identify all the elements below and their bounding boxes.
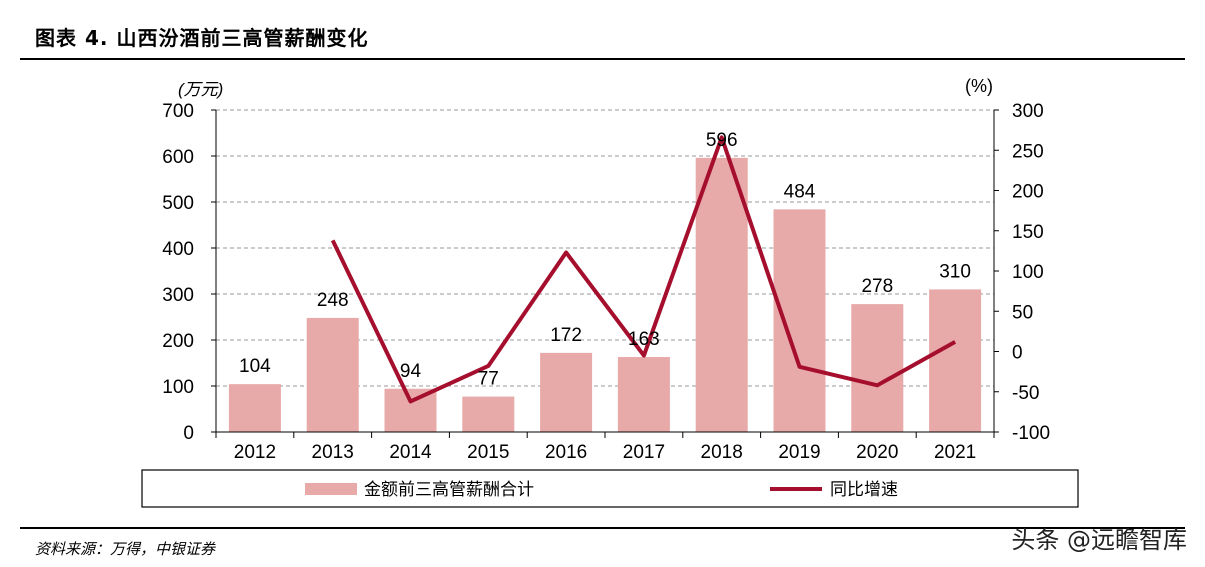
bar bbox=[540, 352, 593, 432]
bar bbox=[929, 289, 982, 432]
y-right-tick-label: 300 bbox=[1012, 101, 1044, 122]
top-divider bbox=[20, 58, 1185, 60]
x-tick-label: 2015 bbox=[467, 442, 509, 463]
bar-value-label: 94 bbox=[400, 361, 422, 382]
bar-value-label: 248 bbox=[317, 290, 349, 311]
bar-value-label: 104 bbox=[239, 356, 271, 377]
y-right-tick-label: -50 bbox=[1012, 383, 1039, 404]
chart-title: 图表 4. 山西汾酒前三高管薪酬变化 bbox=[35, 26, 369, 50]
bar bbox=[617, 357, 670, 432]
y-right-tick-label: 100 bbox=[1012, 262, 1044, 283]
legend-box bbox=[141, 469, 1079, 508]
y-right-tick-label: 250 bbox=[1012, 141, 1044, 162]
x-tick-label: 2019 bbox=[778, 442, 820, 463]
bottom-divider bbox=[20, 527, 1185, 529]
bar-value-label: 484 bbox=[784, 181, 816, 202]
x-tick-label: 2020 bbox=[856, 442, 898, 463]
bar bbox=[384, 388, 437, 432]
y-left-tick-label: 0 bbox=[183, 423, 194, 444]
y-right-tick-label: 0 bbox=[1012, 343, 1023, 364]
y-left-tick-label: 400 bbox=[162, 239, 194, 260]
y-right-tick-label: 200 bbox=[1012, 182, 1044, 203]
y-left-tick-label: 100 bbox=[162, 377, 194, 398]
y-right-tick-label: -100 bbox=[1012, 423, 1050, 444]
x-tick-label: 2012 bbox=[234, 442, 276, 463]
bar-value-label: 172 bbox=[550, 325, 582, 346]
y-left-tick-label: 500 bbox=[162, 193, 194, 214]
y-left-unit: (万元) bbox=[178, 80, 223, 99]
bar bbox=[851, 304, 904, 432]
bar bbox=[695, 157, 748, 432]
y-left-tick-label: 700 bbox=[162, 101, 194, 122]
bar bbox=[306, 317, 359, 432]
y-left-tick-label: 300 bbox=[162, 285, 194, 306]
bar bbox=[773, 209, 826, 432]
legend-label-bar: 金额前三高管薪酬合计 bbox=[364, 480, 534, 499]
x-tick-label: 2018 bbox=[701, 442, 743, 463]
bar bbox=[462, 396, 515, 432]
bar bbox=[228, 384, 281, 432]
bar-value-label: 163 bbox=[628, 329, 660, 350]
bar-value-label: 278 bbox=[861, 276, 893, 297]
bar-value-label: 310 bbox=[939, 261, 971, 282]
x-tick-label: 2021 bbox=[934, 442, 976, 463]
legend-label-line: 同比增速 bbox=[830, 480, 898, 499]
y-right-unit: (%) bbox=[965, 76, 993, 96]
x-tick-label: 2014 bbox=[389, 442, 432, 463]
watermark: 头条 @远瞻智库 bbox=[1011, 526, 1187, 554]
y-right-tick-label: 50 bbox=[1012, 302, 1033, 323]
x-tick-label: 2013 bbox=[312, 442, 354, 463]
x-tick-label: 2017 bbox=[623, 442, 665, 463]
source-note: 资料来源：万得，中银证券 bbox=[35, 540, 216, 558]
y-right-tick-label: 150 bbox=[1012, 222, 1044, 243]
x-tick-label: 2016 bbox=[545, 442, 587, 463]
bar-value-label: 77 bbox=[478, 369, 499, 390]
y-left-tick-label: 600 bbox=[162, 147, 194, 168]
y-left-tick-label: 200 bbox=[162, 331, 194, 352]
legend-swatch-bar bbox=[305, 483, 357, 495]
bar-value-label: 596 bbox=[706, 130, 738, 151]
